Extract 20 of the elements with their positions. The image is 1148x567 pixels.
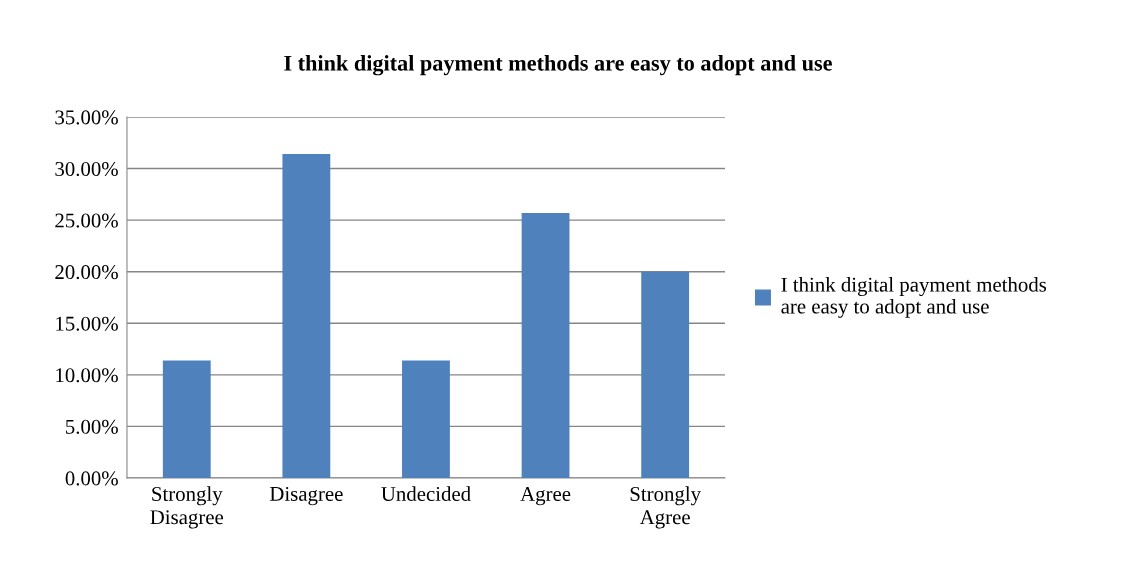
- bar: [402, 360, 450, 478]
- y-tick-label: 15.00%: [56, 316, 118, 331]
- y-tick-label: 10.00%: [56, 368, 118, 383]
- y-tick-label: 20.00%: [55, 265, 118, 280]
- x-tick-label: Strongly Agree: [630, 486, 701, 529]
- y-tick-label: 35.00%: [55, 110, 118, 125]
- bar: [162, 360, 211, 478]
- y-tick-label: 30.00%: [55, 161, 118, 177]
- y-tick-label: 5.00%: [66, 419, 118, 434]
- y-tick-label: 0.00%: [65, 471, 118, 486]
- bar: [282, 154, 331, 478]
- x-tick-label: Strongly Disagree: [150, 486, 224, 529]
- chart-title: I think digital payment methods are easy to adopt and use: [284, 55, 832, 76]
- bar: [641, 271, 690, 478]
- bar: [521, 212, 570, 478]
- y-tick-label: 25.00%: [55, 213, 118, 228]
- x-tick-label: Undecided: [381, 486, 471, 501]
- x-tick-label: Disagree: [269, 486, 343, 506]
- legend-label: I think digital payment methods are easy to adopt and use: [781, 277, 1047, 318]
- x-tick-label: Agree: [520, 486, 571, 506]
